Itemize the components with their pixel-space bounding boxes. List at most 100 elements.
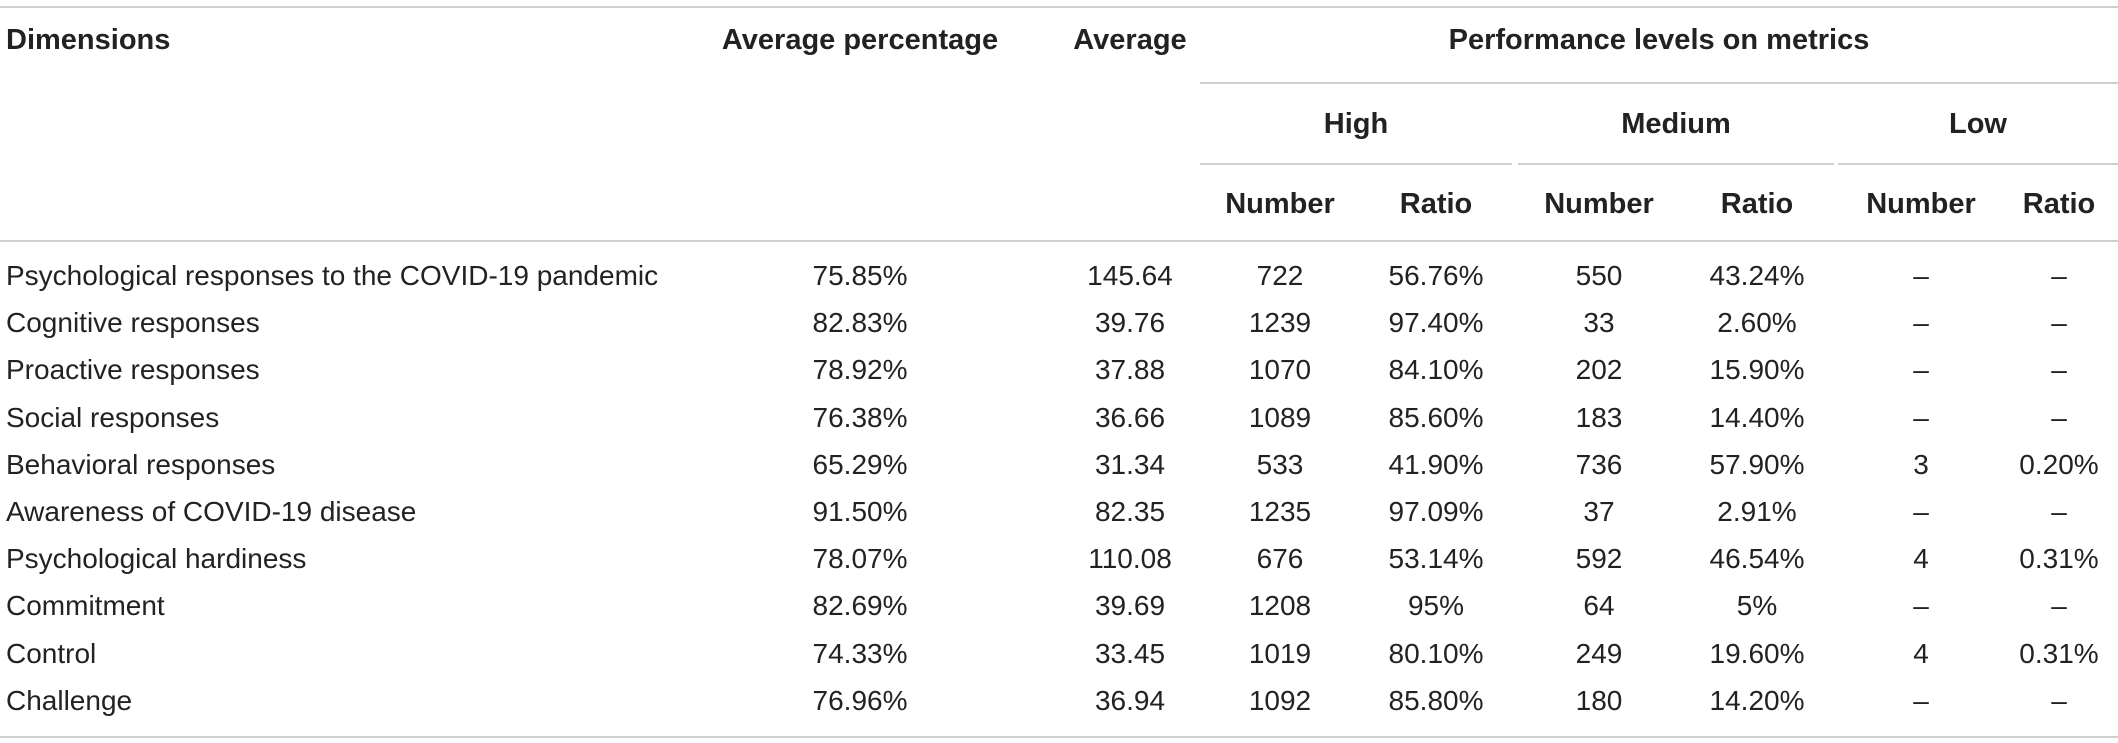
- cell-high-ratio: 97.40%: [1388, 307, 1484, 339]
- cell-medium-ratio: 43.24%: [1709, 260, 1805, 291]
- cell-high-number: 1235: [1248, 496, 1312, 527]
- cell-medium-ratio: 14.40%: [1709, 401, 1805, 433]
- header-medium-ratio: Ratio: [1720, 188, 1794, 220]
- cell-low-ratio: –: [2051, 401, 2067, 433]
- cell-average: 37.88: [1094, 354, 1166, 386]
- cell-high-ratio: 53.14%: [1388, 543, 1484, 575]
- cell-medium-ratio: 46.54%: [1709, 543, 1805, 575]
- header-high-ratio: Ratio: [1399, 188, 1473, 220]
- cell-medium-number: 249: [1575, 637, 1623, 669]
- cell-low-number: –: [1913, 590, 1929, 622]
- cell-medium-ratio: 57.90%: [1709, 448, 1805, 480]
- cell-high-number: 1239: [1248, 307, 1312, 339]
- cell-low-ratio: –: [2051, 684, 2067, 716]
- header-medium: Medium: [1621, 108, 1731, 140]
- cell-average: 82.35: [1094, 496, 1166, 527]
- cell-low-ratio: –: [2051, 496, 2067, 527]
- cell-average-percentage: 65.29%: [812, 448, 908, 480]
- cell-average: 39.76: [1094, 307, 1166, 339]
- cell-high-ratio: 95%: [1407, 590, 1465, 622]
- cell-high-number: 1092: [1248, 684, 1312, 716]
- high-rule: [1200, 163, 1512, 165]
- cell-average-percentage: 76.38%: [812, 401, 908, 433]
- cell-average-percentage: 78.92%: [812, 354, 908, 386]
- cell-medium-number: 33: [1583, 307, 1615, 339]
- cell-high-ratio: 80.10%: [1388, 637, 1484, 669]
- cell-low-ratio: –: [2051, 260, 2067, 291]
- cell-low-number: 4: [1913, 637, 1929, 669]
- cell-low-number: –: [1913, 307, 1929, 339]
- cell-average: 145.64: [1087, 260, 1173, 291]
- cell-average-percentage: 82.69%: [812, 590, 908, 622]
- cell-dimension: Control: [6, 637, 97, 669]
- cell-high-ratio: 85.60%: [1388, 401, 1484, 433]
- header-average-percentage: Average percentage: [721, 24, 999, 56]
- cell-low-number: –: [1913, 496, 1929, 527]
- cell-medium-number: 202: [1575, 354, 1623, 386]
- cell-high-ratio: 85.80%: [1388, 684, 1484, 716]
- cell-average-percentage: 82.83%: [812, 307, 908, 339]
- header-performance-levels: Performance levels on metrics: [1448, 24, 1870, 56]
- header-dimensions: Dimensions: [6, 24, 171, 56]
- cell-high-number: 1208: [1248, 590, 1312, 622]
- cell-average: 36.66: [1094, 401, 1166, 433]
- cell-high-number: 676: [1256, 543, 1304, 575]
- header-low-ratio: Ratio: [2022, 188, 2096, 220]
- cell-medium-ratio: 14.20%: [1709, 684, 1805, 716]
- cell-dimension: Cognitive responses: [6, 307, 260, 339]
- cell-medium-number: 180: [1575, 684, 1623, 716]
- cell-low-number: 4: [1913, 543, 1929, 575]
- cell-medium-ratio: 5%: [1736, 590, 1778, 622]
- cell-low-number: 3: [1913, 448, 1929, 480]
- cell-medium-ratio: 2.60%: [1717, 307, 1797, 339]
- cell-medium-number: 592: [1575, 543, 1623, 575]
- cell-medium-number: 736: [1575, 448, 1623, 480]
- cell-low-number: –: [1913, 260, 1929, 291]
- cell-average: 31.34: [1094, 448, 1166, 480]
- cell-low-ratio: –: [2051, 354, 2067, 386]
- cell-low-ratio: 0.31%: [2019, 543, 2099, 575]
- cell-high-number: 1019: [1248, 637, 1312, 669]
- cell-high-ratio: 84.10%: [1388, 354, 1484, 386]
- cell-medium-number: 37: [1583, 496, 1615, 527]
- cell-medium-number: 64: [1583, 590, 1615, 622]
- header-average: Average: [1073, 24, 1187, 56]
- cell-high-number: 1070: [1248, 354, 1312, 386]
- cell-high-number: 722: [1256, 260, 1304, 291]
- cell-medium-ratio: 2.91%: [1717, 496, 1797, 527]
- cell-average: 39.69: [1094, 590, 1166, 622]
- table-top-rule: [0, 6, 2118, 8]
- cell-high-ratio: 41.90%: [1388, 448, 1484, 480]
- cell-dimension: Proactive responses: [6, 354, 260, 386]
- performance-rule: [1200, 82, 2118, 84]
- cell-average-percentage: 74.33%: [812, 637, 908, 669]
- cell-dimension: Awareness of COVID-19 disease: [6, 496, 417, 527]
- cell-low-number: –: [1913, 684, 1929, 716]
- cell-average-percentage: 91.50%: [812, 496, 908, 527]
- header-high-number: Number: [1225, 188, 1335, 220]
- cell-medium-number: 183: [1575, 401, 1623, 433]
- cell-low-number: –: [1913, 401, 1929, 433]
- cell-high-ratio: 56.76%: [1388, 260, 1484, 291]
- cell-dimension: Commitment: [6, 590, 165, 622]
- header-bottom-rule: [0, 240, 2118, 242]
- table-bottom-rule: [0, 736, 2118, 738]
- cell-average: 110.08: [1088, 543, 1172, 575]
- cell-low-ratio: –: [2051, 590, 2067, 622]
- cell-low-ratio: –: [2051, 307, 2067, 339]
- cell-average-percentage: 75.85%: [812, 260, 908, 291]
- low-rule: [1838, 163, 2118, 165]
- cell-high-number: 1089: [1248, 401, 1312, 433]
- header-low: Low: [1949, 108, 2007, 140]
- cell-average: 33.45: [1094, 637, 1166, 669]
- cell-dimension: Challenge: [6, 684, 133, 716]
- cell-average: 36.94: [1094, 684, 1166, 716]
- cell-medium-number: 550: [1575, 260, 1623, 291]
- cell-low-ratio: 0.20%: [2019, 448, 2099, 480]
- header-low-number: Number: [1866, 188, 1976, 220]
- cell-medium-ratio: 19.60%: [1709, 637, 1805, 669]
- cell-dimension: Behavioral responses: [6, 448, 276, 480]
- cell-dimension: Social responses: [6, 401, 220, 433]
- cell-dimension: Psychological responses to the COVID-19 …: [6, 260, 659, 291]
- cell-average-percentage: 78.07%: [812, 543, 908, 575]
